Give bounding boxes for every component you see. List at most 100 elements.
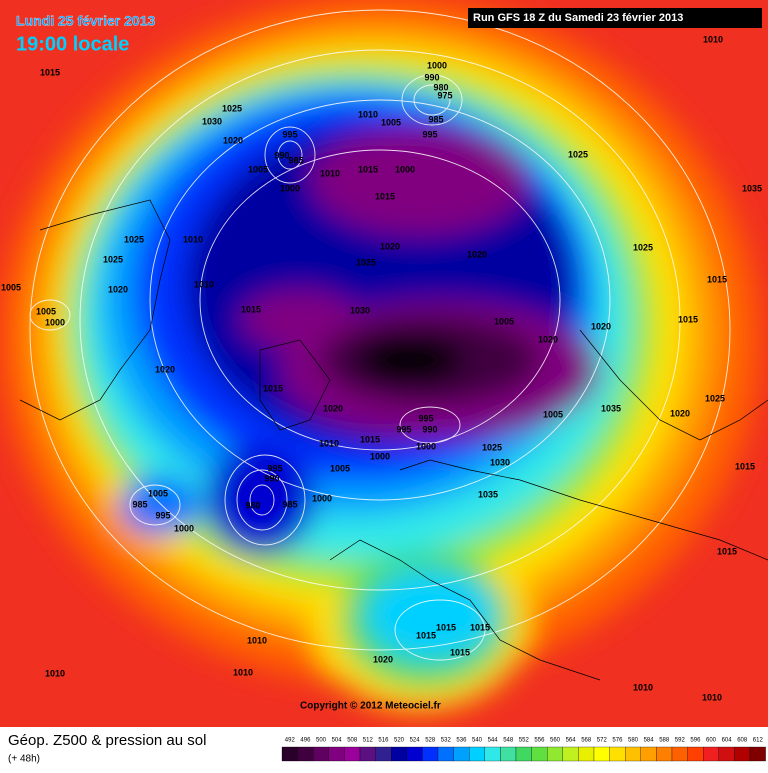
isobar-label: 1005 [543,409,563,419]
isobar-label: 1005 [1,282,21,292]
field [0,0,768,727]
isobar-label: 975 [437,90,452,100]
isobar-label: 1005 [494,316,514,326]
isobar-label: 1020 [323,403,343,413]
isobar-label: 1000 [174,523,194,533]
scale-cell [734,746,751,762]
isobar-label: 1015 [436,622,456,632]
isobar-label: 985 [132,499,147,509]
scale-cell [718,746,735,762]
scale-label: 604 [722,738,733,744]
scale-cell [484,746,501,762]
isobar-label: 1015 [241,304,261,314]
isobar-label: 990 [264,473,279,483]
scale-cell [469,746,485,762]
isobar-label: 1035 [742,183,762,193]
isobar-label: 1000 [416,441,436,451]
scale-cell [313,746,329,762]
scale-cell [328,746,345,762]
isobar-label: 1025 [482,442,502,452]
legend-title: Géop. Z500 & pression au sol [8,732,206,749]
scale-cell [749,746,766,762]
scale-cell [359,746,376,762]
isobar-label: 1015 [416,630,436,640]
isobar-label: 1020 [591,321,611,331]
scale-label: 496 [300,738,311,744]
scale-cell [500,746,517,762]
isobar-label: 1010 [703,34,723,44]
run-info: Run GFS 18 Z du Samedi 23 février 2013 [473,12,683,24]
scale-cell [344,746,361,762]
isobar-label: 1020 [670,408,690,418]
scale-cell [453,746,470,762]
isobar-label: 1005 [148,488,168,498]
isobar-label: 1000 [395,164,415,174]
scale-cell [656,746,673,762]
isobar-label: 1010 [233,667,253,677]
isobar-label: 1015 [735,461,755,471]
scale-label: 540 [472,738,483,744]
lead-time: (+ 48h) [8,754,40,765]
isobar-label: 1015 [40,67,60,77]
scale-label: 512 [363,738,374,744]
scale-label: 548 [503,738,514,744]
isobar-label: 1015 [707,274,727,284]
scale-cell [562,746,579,762]
scale-label: 588 [659,738,670,744]
scale-cell [609,746,626,762]
isobar-label: 1010 [358,109,378,119]
scale-cell [671,746,688,762]
scale-label: 544 [488,738,499,744]
scale-cell [687,746,704,762]
isobar-label: 985 [288,155,303,165]
scale-label: 600 [706,738,717,744]
isobar-label: 995 [155,510,170,520]
scale-label: 572 [597,738,608,744]
isobar-label: 1025 [356,257,376,267]
scale-label: 520 [394,738,405,744]
isobar-label: 995 [267,463,282,473]
color-scale: 492 496 500 504 508 512 516 520 524 528 532 536 540 5… [281,738,766,762]
scale-label: 504 [332,738,343,744]
scale-label: 608 [737,738,748,744]
scale-label: 500 [316,738,327,744]
isobar-label: 1000 [312,493,332,503]
scale-label: 532 [441,738,452,744]
scale-cell [437,746,454,762]
isobar-label: 1000 [280,183,300,193]
scale-label: 584 [644,738,655,744]
scale-label: 536 [456,738,467,744]
scale-cell [406,746,423,762]
isobar-label: 1030 [490,457,510,467]
isobar-label: 1005 [36,306,56,316]
scale-label: 564 [566,738,577,744]
scale-cell [281,746,298,762]
isobar-label: 1015 [678,314,698,324]
scale-label: 508 [347,738,358,744]
isobar-label: 1000 [45,317,65,327]
isobar-label: 1015 [263,383,283,393]
isobar-label: 1010 [247,635,267,645]
isobar-label: 995 [282,129,297,139]
isobar-label: 1010 [194,279,214,289]
isobar-label: 1025 [103,254,123,264]
copyright: Copyright © 2012 Meteociel.fr [300,701,441,712]
isobar-label: 1015 [360,434,380,444]
isobars [29,9,731,661]
coastlines [19,199,768,681]
isobar-label: 1035 [601,403,621,413]
isobar-label: 1005 [248,164,268,174]
scale-label: 528 [425,738,436,744]
isobar-label: 1010 [319,438,339,448]
scale-label: 568 [581,738,592,744]
isobar-label: 1025 [222,103,242,113]
isobar-label: 1015 [375,191,395,201]
scale-label: 560 [550,738,561,744]
scale-cell [375,746,392,762]
isobar-label: 1020 [108,284,128,294]
isobar-label: 1035 [478,489,498,499]
scale-label: 552 [519,738,530,744]
isobar-label: 995 [396,424,411,434]
